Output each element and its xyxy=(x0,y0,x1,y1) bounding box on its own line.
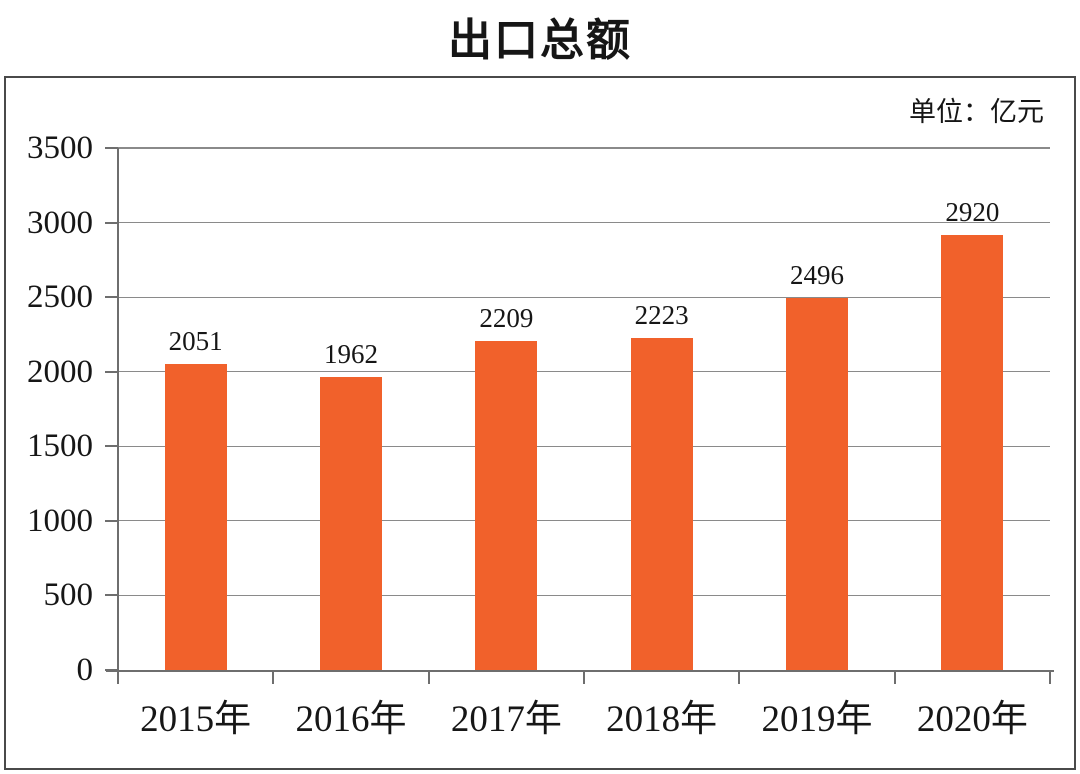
bar-value-label: 2496 xyxy=(790,259,844,290)
unit-label: 单位：亿元 xyxy=(909,97,1044,127)
gridline-2000 xyxy=(118,371,1050,373)
plot-area: 0 500 1000 1500 2000 2500 3000 3500 2051 2015年 196… xyxy=(27,130,1054,740)
gridline-3500 xyxy=(118,147,1050,149)
y-axis-tick-3000 xyxy=(105,221,118,224)
x-axis-tick xyxy=(583,672,585,684)
x-axis-category-label: 2019年 xyxy=(761,699,873,740)
y-axis-label: 2500 xyxy=(27,279,93,316)
y-axis-tick-2500 xyxy=(105,296,118,299)
chart-frame: 单位：亿元 0 500 1000 1500 2000 2500 3000 3500 2051 20… xyxy=(4,76,1076,770)
bar-value-label: 2209 xyxy=(479,302,534,333)
bar-value-label: 2920 xyxy=(945,196,1000,227)
bar-2016年 xyxy=(320,377,382,670)
x-axis-category-label: 2015年 xyxy=(140,699,252,740)
y-axis-label: 3000 xyxy=(27,204,93,241)
y-axis-label: 1500 xyxy=(27,428,93,465)
x-axis-tick xyxy=(117,672,119,684)
y-axis-label: 500 xyxy=(43,577,94,614)
y-axis-label: 0 xyxy=(76,652,94,688)
bar-2015年 xyxy=(164,364,227,670)
y-axis-line xyxy=(117,148,119,682)
bar-2020年 xyxy=(941,234,1004,670)
x-axis-tick xyxy=(738,672,741,684)
y-axis-tick-1500 xyxy=(105,445,118,448)
gridline-500 xyxy=(118,594,1050,596)
x-axis-category-label: 2018年 xyxy=(606,699,718,740)
bar-2019年 xyxy=(786,297,848,670)
y-axis-tick-3500 xyxy=(105,147,118,149)
bar-2018年 xyxy=(630,338,693,670)
chart-title: 出口总额 xyxy=(448,16,632,65)
gridline-1000 xyxy=(118,520,1050,522)
y-axis-tick-2000 xyxy=(105,370,118,373)
y-axis-label: 2000 xyxy=(27,353,93,390)
bar-value-label: 1962 xyxy=(324,339,378,370)
y-axis-tick-1000 xyxy=(105,519,118,522)
y-axis-label: 1000 xyxy=(27,502,93,539)
y-axis-tick-500 xyxy=(105,594,118,597)
gridline-1500 xyxy=(118,445,1050,447)
gridline-2500 xyxy=(118,296,1050,298)
x-axis-category-label: 2020年 xyxy=(916,699,1028,740)
bar-value-label: 2223 xyxy=(634,300,689,331)
x-axis-tick xyxy=(893,672,896,684)
bar-value-label: 2051 xyxy=(168,326,223,357)
x-axis-category-label: 2017年 xyxy=(450,699,562,740)
gridline-3000 xyxy=(118,222,1050,224)
x-axis-tick xyxy=(1049,672,1051,684)
y-axis-label: 3500 xyxy=(27,130,93,166)
x-axis-line xyxy=(106,670,1054,672)
x-axis-category-label: 2016年 xyxy=(295,699,407,740)
bar-2017年 xyxy=(475,340,538,670)
x-axis-tick xyxy=(272,672,275,684)
x-axis-tick xyxy=(427,672,430,684)
